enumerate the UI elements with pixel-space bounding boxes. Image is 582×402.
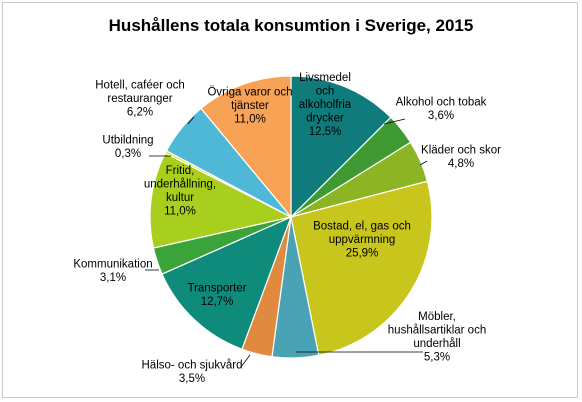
slice-category-label: tjänster: [231, 100, 269, 112]
slice-category-label: underhåll: [413, 338, 460, 350]
slice-category-label: uppvärmning: [329, 234, 395, 246]
slice-category-label: alkoholfria: [299, 99, 352, 111]
pie-slice: [200, 75, 292, 219]
slice-category-label: Övriga varor och: [207, 87, 292, 99]
slice-value-label: 3,6%: [428, 110, 454, 122]
slice-label: Möbler, hushållsartiklar och underhåll 5,3%: [388, 311, 486, 364]
slice-category-label: Hälso- och sjukvård: [142, 359, 243, 371]
slice-label: Utbildning 0,3%: [102, 134, 153, 160]
slice-value-label: 12,7%: [201, 296, 234, 308]
slice-category-label: Bostad, el, gas och: [313, 221, 411, 233]
slice-value-label: 4,8%: [448, 158, 474, 170]
slice-category-label: Kläder och skor: [421, 144, 501, 156]
slice-category-label: Fritid,: [166, 165, 195, 177]
slice-category-label: kultur: [166, 192, 194, 204]
leader-line: [383, 118, 406, 125]
slice-category-label: Alkohol och tobak: [396, 96, 487, 108]
slice-value-label: 0,3%: [115, 148, 141, 160]
slice-category-label: Möbler,: [418, 311, 456, 323]
pie-slice: [290, 180, 433, 356]
slice-category-label: och: [316, 86, 335, 98]
slice-value-label: 11,0%: [164, 205, 196, 217]
leader-line: [187, 116, 195, 125]
slice-label: Hotell, caféer och restauranger 6,2%: [95, 80, 185, 119]
slice-label: Övriga varor och tjänster 11,0%: [207, 87, 292, 126]
slice-category-label: Hotell, caféer och: [95, 80, 185, 92]
slice-label: Fritid, underhållning, kultur 11,0%: [144, 165, 216, 218]
slice-label: Kläder och skor 4,8%: [421, 144, 501, 170]
chart-title: Hushållens totala konsumtion i Sverige, …: [108, 16, 474, 35]
slice-label: Kommunikation 3,1%: [73, 258, 152, 284]
slice-category-label: drycker: [306, 113, 344, 125]
leader-line: [240, 354, 251, 368]
slice-label: Bostad, el, gas och uppvärmning 25,9%: [313, 221, 411, 260]
slice-category-label: Kommunikation: [73, 258, 152, 270]
slice-value-label: 12,5%: [309, 126, 342, 138]
slice-value-label: 11,0%: [234, 114, 266, 126]
slice-value-label: 3,5%: [179, 373, 205, 385]
slice-category-label: Transporter: [187, 282, 246, 294]
leader-line: [419, 160, 428, 166]
slice-value-label: 25,9%: [346, 248, 379, 260]
slice-category-label: underhållning,: [144, 178, 216, 190]
slice-category-label: hushållsartiklar och: [388, 324, 486, 336]
slice-category-label: Utbildning: [102, 134, 153, 146]
slice-label: Transporter 12,7%: [187, 282, 246, 308]
slice-value-label: 5,3%: [424, 351, 450, 363]
slice-value-label: 6,2%: [127, 107, 153, 119]
slice-value-label: 3,1%: [100, 272, 126, 284]
slice-category-label: Livsmedel: [299, 72, 351, 84]
slice-category-label: restauranger: [107, 93, 172, 105]
pie-slice: [290, 75, 392, 219]
slice-label: Livsmedel och alkoholfria drycker 12,5%: [299, 72, 352, 138]
slice-label: Alkohol och tobak 3,6%: [396, 96, 487, 122]
slice-label: Hälso- och sjukvård 3,5%: [142, 359, 243, 385]
pie-slice: [161, 215, 293, 350]
